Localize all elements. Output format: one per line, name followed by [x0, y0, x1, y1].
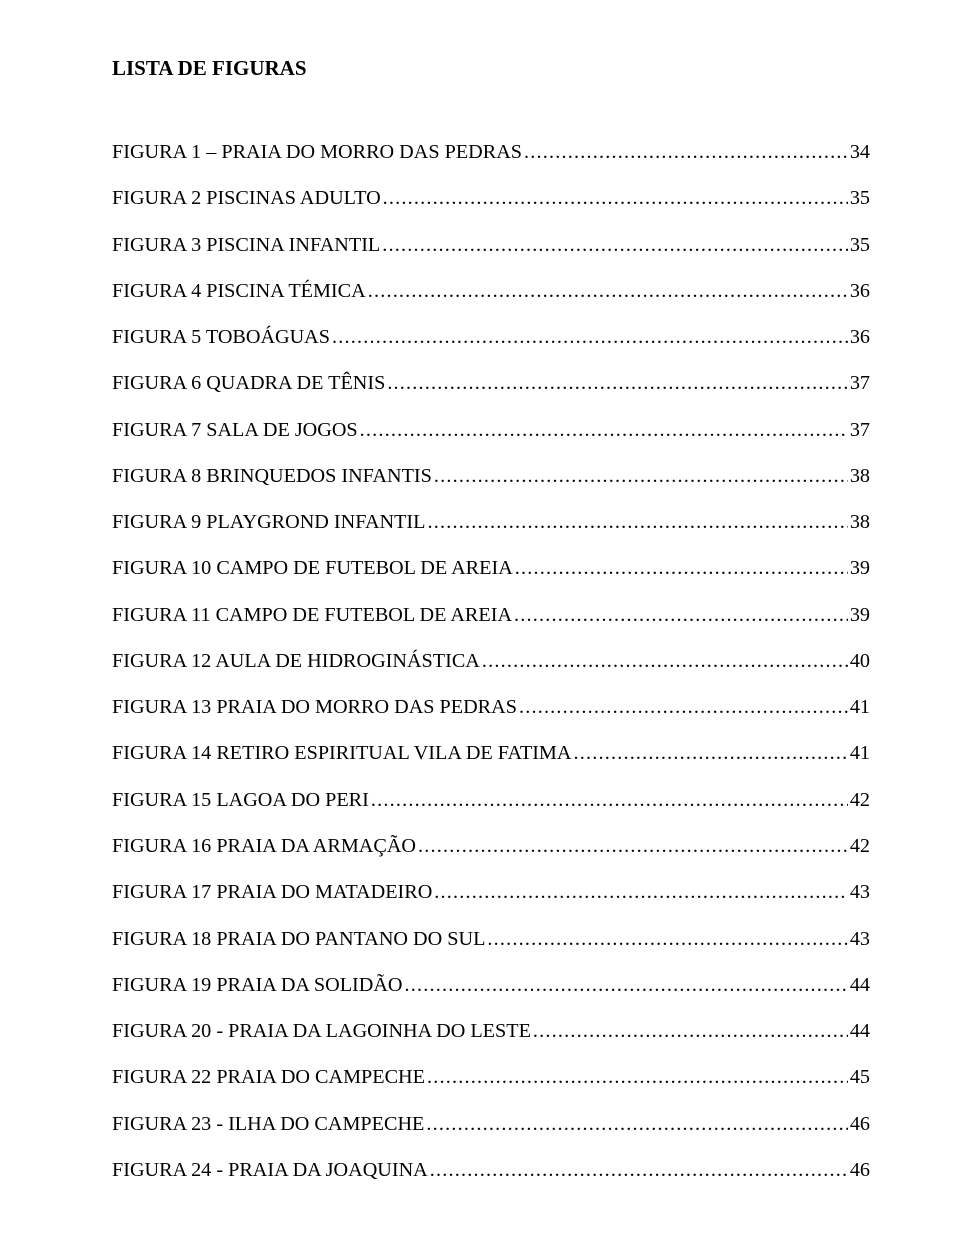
toc-row: FIGURA 19 PRAIA DA SOLIDÃO .............…	[112, 972, 870, 999]
toc-entry-page: 37	[850, 370, 870, 397]
toc-leader-dots: ........................................…	[360, 417, 848, 444]
toc-entries: FIGURA 1 – PRAIA DO MORRO DAS PEDRAS ...…	[112, 139, 870, 1184]
toc-leader-dots: ........................................…	[487, 926, 847, 953]
toc-row: FIGURA 6 QUADRA DE TÊNIS ...............…	[112, 370, 870, 397]
toc-row: FIGURA 16 PRAIA DA ARMAÇÃO .............…	[112, 833, 870, 860]
toc-leader-dots: ........................................…	[482, 648, 848, 675]
toc-row: FIGURA 7 SALA DE JOGOS .................…	[112, 417, 870, 444]
toc-row: FIGURA 10 CAMPO DE FUTEBOL DE AREIA ....…	[112, 555, 870, 582]
toc-leader-dots: ........................................…	[332, 324, 848, 351]
toc-entry-label: FIGURA 7 SALA DE JOGOS	[112, 417, 358, 444]
toc-row: FIGURA 18 PRAIA DO PANTANO DO SUL ......…	[112, 926, 870, 953]
toc-row: FIGURA 1 – PRAIA DO MORRO DAS PEDRAS ...…	[112, 139, 870, 166]
toc-row: FIGURA 11 CAMPO DE FUTEBOL DE AREIA ....…	[112, 602, 870, 629]
toc-entry-page: 41	[850, 740, 870, 767]
toc-entry-page: 38	[850, 509, 870, 536]
toc-entry-page: 43	[850, 879, 870, 906]
toc-entry-label: FIGURA 11 CAMPO DE FUTEBOL DE AREIA	[112, 602, 512, 629]
toc-leader-dots: ........................................…	[514, 602, 848, 629]
toc-row: FIGURA 5 TOBOÁGUAS .....................…	[112, 324, 870, 351]
toc-entry-page: 45	[850, 1064, 870, 1091]
toc-entry-page: 46	[850, 1157, 870, 1184]
page-title: LISTA DE FIGURAS	[112, 56, 870, 81]
toc-entry-label: FIGURA 12 AULA DE HIDROGINÁSTICA	[112, 648, 480, 675]
toc-entry-page: 38	[850, 463, 870, 490]
toc-entry-page: 39	[850, 555, 870, 582]
toc-entry-page: 43	[850, 926, 870, 953]
toc-leader-dots: ........................................…	[428, 509, 848, 536]
toc-row: FIGURA 8 BRINQUEDOS INFANTIS ...........…	[112, 463, 870, 490]
toc-leader-dots: ........................................…	[368, 278, 848, 305]
toc-entry-label: FIGURA 13 PRAIA DO MORRO DAS PEDRAS	[112, 694, 517, 721]
toc-row: FIGURA 4 PISCINA TÉMICA ................…	[112, 278, 870, 305]
toc-leader-dots: ........................................…	[405, 972, 848, 999]
toc-entry-label: FIGURA 22 PRAIA DO CAMPECHE	[112, 1064, 425, 1091]
toc-leader-dots: ........................................…	[524, 139, 848, 166]
toc-entry-label: FIGURA 10 CAMPO DE FUTEBOL DE AREIA	[112, 555, 513, 582]
toc-row: FIGURA 12 AULA DE HIDROGINÁSTICA .......…	[112, 648, 870, 675]
toc-leader-dots: ........................................…	[371, 787, 848, 814]
toc-entry-label: FIGURA 8 BRINQUEDOS INFANTIS	[112, 463, 432, 490]
toc-leader-dots: ........................................…	[382, 232, 848, 259]
toc-entry-label: FIGURA 18 PRAIA DO PANTANO DO SUL	[112, 926, 485, 953]
toc-entry-page: 42	[850, 833, 870, 860]
toc-entry-label: FIGURA 14 RETIRO ESPIRITUAL VILA DE FATI…	[112, 740, 571, 767]
toc-entry-label: FIGURA 15 LAGOA DO PERI	[112, 787, 369, 814]
toc-entry-page: 34	[850, 139, 870, 166]
toc-leader-dots: ........................................…	[427, 1064, 848, 1091]
toc-row: FIGURA 3 PISCINA INFANTIL ..............…	[112, 232, 870, 259]
toc-entry-label: FIGURA 5 TOBOÁGUAS	[112, 324, 330, 351]
toc-entry-label: FIGURA 2 PISCINAS ADULTO	[112, 185, 381, 212]
toc-entry-label: FIGURA 9 PLAYGROND INFANTIL	[112, 509, 426, 536]
toc-entry-page: 36	[850, 324, 870, 351]
toc-entry-page: 35	[850, 185, 870, 212]
toc-leader-dots: ........................................…	[430, 1157, 848, 1184]
toc-entry-page: 39	[850, 602, 870, 629]
toc-entry-label: FIGURA 1 – PRAIA DO MORRO DAS PEDRAS	[112, 139, 522, 166]
toc-leader-dots: ........................................…	[533, 1018, 848, 1045]
toc-entry-label: FIGURA 16 PRAIA DA ARMAÇÃO	[112, 833, 416, 860]
toc-entry-label: FIGURA 24 - PRAIA DA JOAQUINA	[112, 1157, 428, 1184]
toc-entry-label: FIGURA 17 PRAIA DO MATADEIRO	[112, 879, 432, 906]
toc-entry-label: FIGURA 3 PISCINA INFANTIL	[112, 232, 380, 259]
toc-row: FIGURA 24 - PRAIA DA JOAQUINA ..........…	[112, 1157, 870, 1184]
toc-entry-page: 42	[850, 787, 870, 814]
toc-entry-label: FIGURA 6 QUADRA DE TÊNIS	[112, 370, 385, 397]
toc-leader-dots: ........................................…	[387, 370, 848, 397]
toc-row: FIGURA 14 RETIRO ESPIRITUAL VILA DE FATI…	[112, 740, 870, 767]
toc-leader-dots: ........................................…	[426, 1111, 847, 1138]
toc-row: FIGURA 9 PLAYGROND INFANTIL ............…	[112, 509, 870, 536]
toc-entry-label: FIGURA 20 - PRAIA DA LAGOINHA DO LESTE	[112, 1018, 531, 1045]
toc-row: FIGURA 2 PISCINAS ADULTO ...............…	[112, 185, 870, 212]
toc-entry-label: FIGURA 4 PISCINA TÉMICA	[112, 278, 366, 305]
toc-entry-label: FIGURA 23 - ILHA DO CAMPECHE	[112, 1111, 424, 1138]
toc-entry-label: FIGURA 19 PRAIA DA SOLIDÃO	[112, 972, 403, 999]
toc-entry-page: 44	[850, 1018, 870, 1045]
toc-leader-dots: ........................................…	[383, 185, 848, 212]
toc-entry-page: 40	[850, 648, 870, 675]
document-page: LISTA DE FIGURAS FIGURA 1 – PRAIA DO MOR…	[0, 0, 960, 1244]
toc-entry-page: 44	[850, 972, 870, 999]
toc-entry-page: 36	[850, 278, 870, 305]
toc-row: FIGURA 13 PRAIA DO MORRO DAS PEDRAS ....…	[112, 694, 870, 721]
toc-leader-dots: ........................................…	[434, 879, 848, 906]
toc-row: FIGURA 15 LAGOA DO PERI ................…	[112, 787, 870, 814]
toc-row: FIGURA 17 PRAIA DO MATADEIRO ...........…	[112, 879, 870, 906]
toc-leader-dots: ........................................…	[573, 740, 847, 767]
toc-entry-page: 35	[850, 232, 870, 259]
toc-entry-page: 41	[850, 694, 870, 721]
toc-leader-dots: ........................................…	[515, 555, 848, 582]
toc-leader-dots: ........................................…	[519, 694, 848, 721]
toc-row: FIGURA 22 PRAIA DO CAMPECHE ............…	[112, 1064, 870, 1091]
toc-leader-dots: ........................................…	[434, 463, 848, 490]
toc-row: FIGURA 20 - PRAIA DA LAGOINHA DO LESTE .…	[112, 1018, 870, 1045]
toc-entry-page: 37	[850, 417, 870, 444]
toc-row: FIGURA 23 - ILHA DO CAMPECHE ...........…	[112, 1111, 870, 1138]
toc-entry-page: 46	[850, 1111, 870, 1138]
toc-leader-dots: ........................................…	[418, 833, 848, 860]
